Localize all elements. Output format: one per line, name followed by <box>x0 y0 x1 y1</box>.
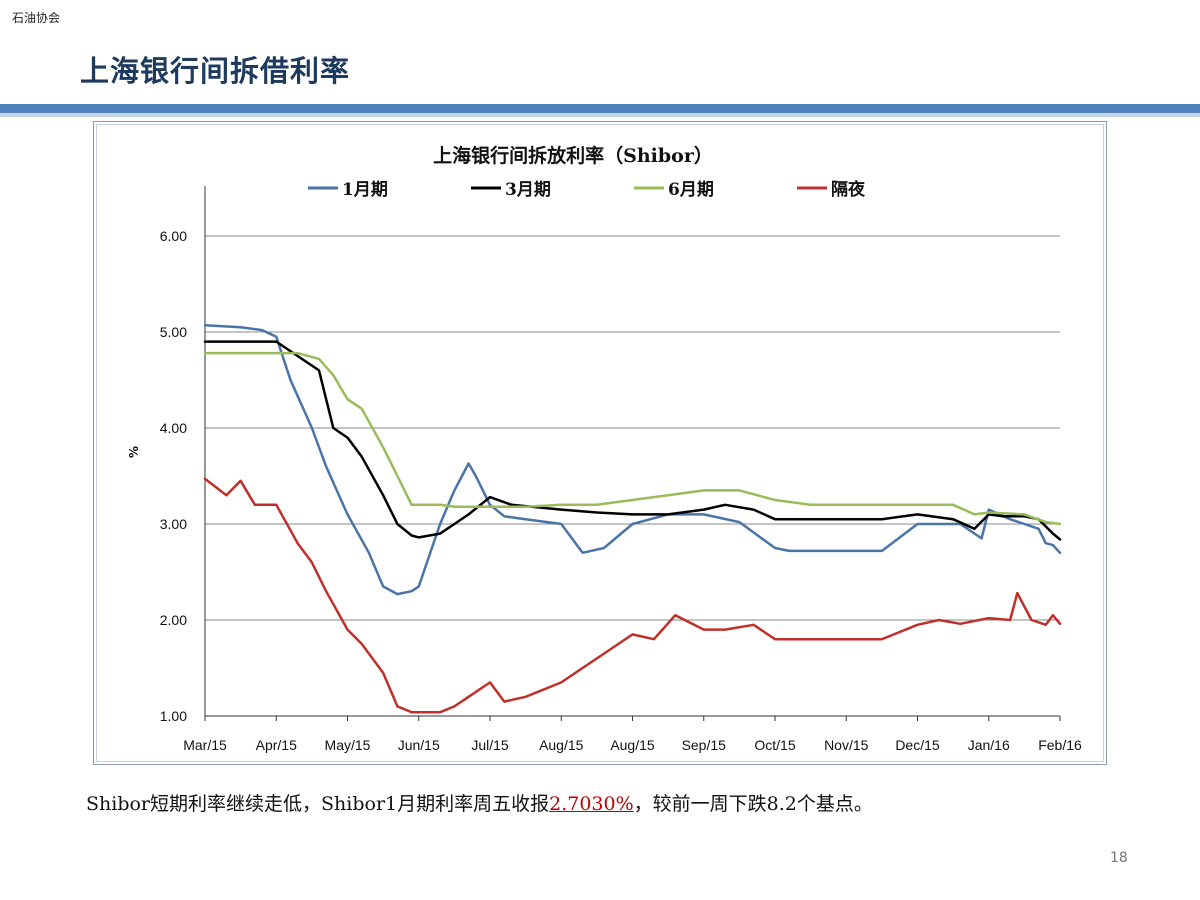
legend-label-0: 1月期 <box>342 180 388 200</box>
chart-axes <box>204 186 1061 721</box>
y-axis-tick-labels: 1.00 2.00 3.00 4.00 5.00 6.00 <box>160 228 187 724</box>
chart-caption: Shibor短期利率继续走低，Shibor1月期利率周五收报2.7030%，较前… <box>86 789 873 816</box>
chart-series <box>203 324 1062 714</box>
y-tick-label: 5.00 <box>160 324 187 340</box>
y-tick-label: 6.00 <box>160 228 187 244</box>
page-title: 上海银行间拆借利率 <box>80 54 351 88</box>
x-tick-label: Aug/15 <box>539 737 584 753</box>
legend-label-3: 隔夜 <box>831 179 866 200</box>
organization-label: 石油协会 <box>12 11 61 25</box>
x-tick-label: Oct/15 <box>754 737 795 753</box>
x-axis-tick-labels: Mar/15 Apr/15 May/15 Jun/15 Jul/15 Aug/15 Aug/… <box>183 737 1082 753</box>
series-line-0 <box>203 324 1062 596</box>
y-axis-label: % <box>127 446 141 458</box>
x-tick-label: Dec/15 <box>895 737 940 753</box>
x-tick-label: May/15 <box>325 737 371 753</box>
series-line-1 <box>203 340 1062 541</box>
chart-title: 上海银行间拆放利率（Shibor） <box>433 144 713 167</box>
header-divider <box>0 104 1200 113</box>
x-tick-label: Aug/15 <box>610 737 655 753</box>
y-tick-label: 4.00 <box>160 420 187 436</box>
y-tick-label: 1.00 <box>160 708 187 724</box>
chart-legend: 1月期 3月期 6月期 隔夜 <box>308 179 866 200</box>
x-tick-label: Jul/15 <box>471 737 509 753</box>
legend-label-1: 3月期 <box>505 180 551 200</box>
x-tick-label: Mar/15 <box>183 737 227 753</box>
x-tick-label: Jun/15 <box>398 737 440 753</box>
series-line-3 <box>203 477 1062 714</box>
y-tick-label: 3.00 <box>160 516 187 532</box>
y-tick-label: 2.00 <box>160 612 187 628</box>
caption-highlight-value: 2.7030% <box>549 793 634 815</box>
x-tick-label: Feb/16 <box>1038 737 1082 753</box>
series-line-2 <box>203 351 1062 526</box>
page-number: 18 <box>1110 850 1128 866</box>
caption-text-1: Shibor短期利率继续走低，Shibor1月期利率周五收报 <box>86 793 550 815</box>
caption-text-2: ，较前一周下跌8.2个基点。 <box>633 793 873 815</box>
header-divider-shadow <box>0 113 1200 117</box>
chart-frame-inner <box>96 124 1104 762</box>
x-tick-label: Nov/15 <box>824 737 869 753</box>
legend-label-2: 6月期 <box>668 180 714 200</box>
x-tick-label: Sep/15 <box>682 737 727 753</box>
x-tick-label: Apr/15 <box>256 737 297 753</box>
x-tick-label: Jan/16 <box>968 737 1010 753</box>
